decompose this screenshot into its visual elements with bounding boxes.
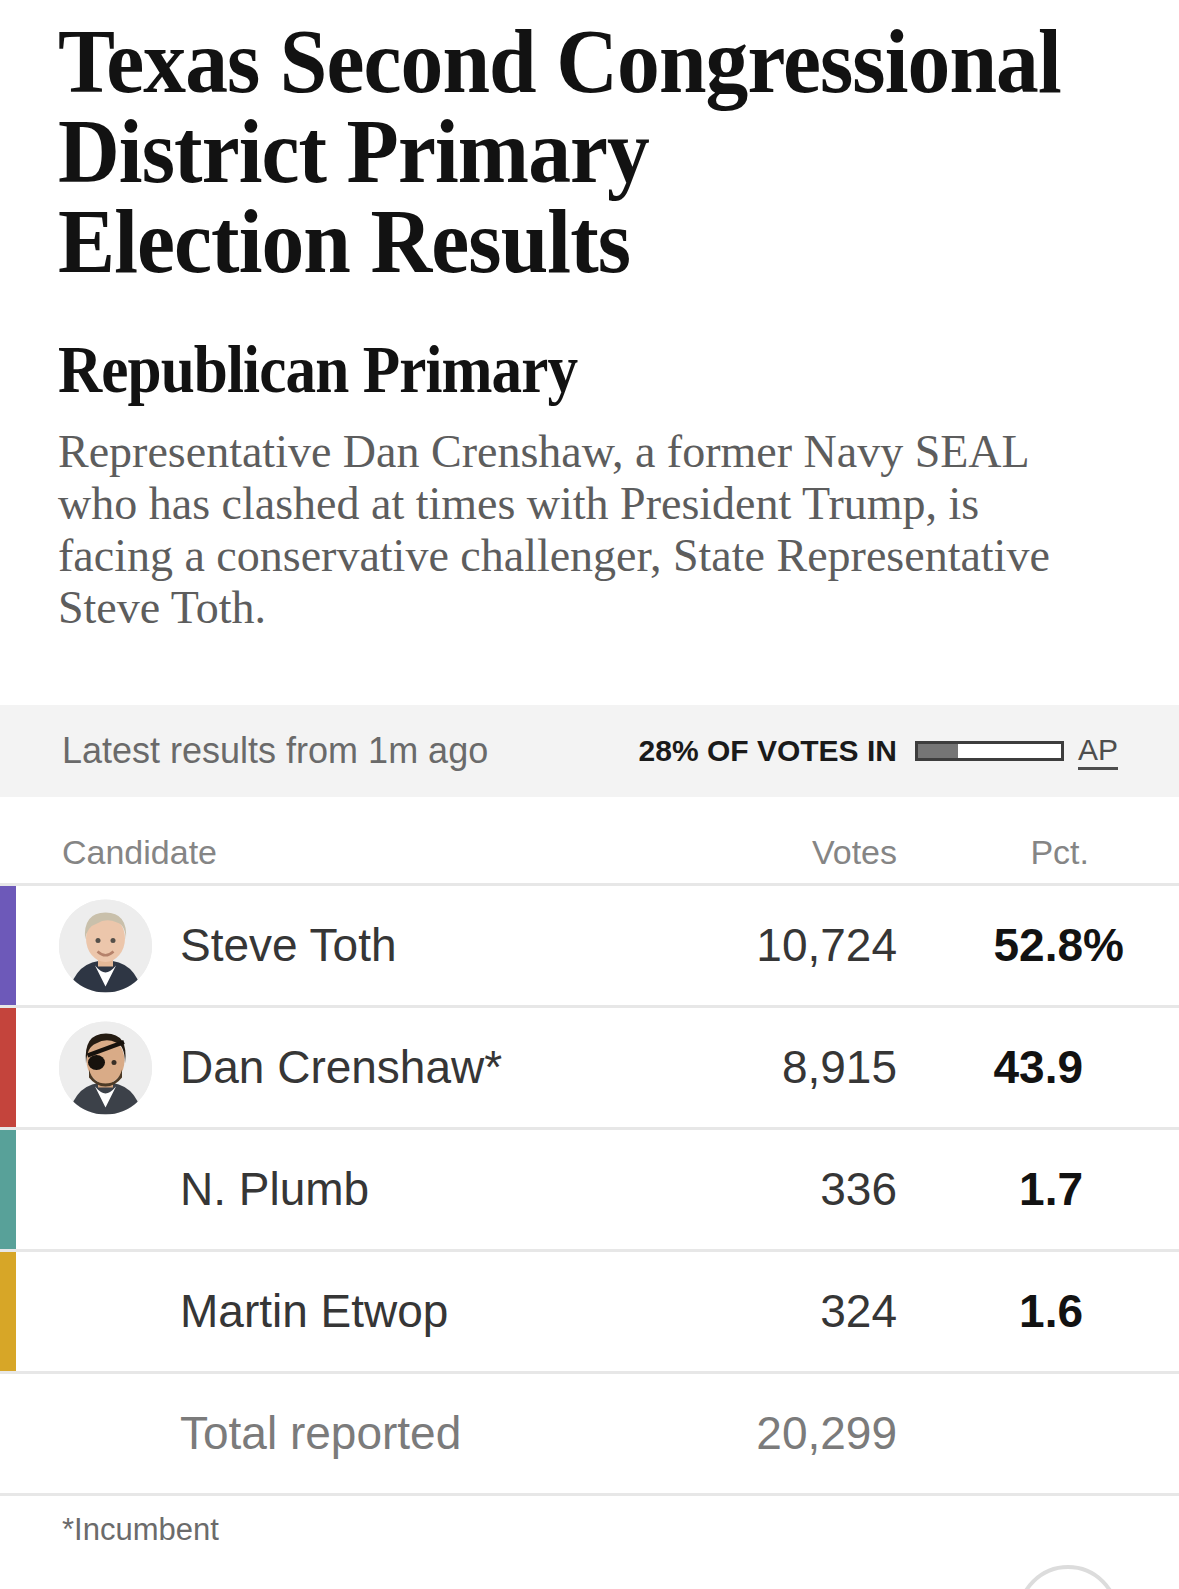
column-header-candidate: Candidate	[62, 833, 217, 872]
column-header-votes: Votes	[812, 833, 897, 872]
candidate-pct: 43.9	[993, 1008, 1083, 1127]
table-row: Dan Crenshaw* 8,915 43.9	[0, 1008, 1179, 1130]
pct-percent-sign: %	[1083, 886, 1124, 1005]
candidate-votes: 324	[820, 1252, 897, 1371]
candidate-name: N. Plumb	[180, 1130, 369, 1249]
incumbent-footnote: *Incumbent	[62, 1512, 219, 1548]
total-row: Total reported 20,299	[0, 1374, 1179, 1496]
portrait-steve-toth	[59, 899, 152, 992]
candidate-color-bar	[0, 1008, 16, 1127]
page-title: Texas Second Congressional District Prim…	[58, 16, 1061, 286]
candidate-pct: 1.6	[1019, 1252, 1083, 1371]
section-title: Republican Primary	[58, 334, 577, 404]
latest-results-label: Latest results from 1m ago	[62, 705, 488, 797]
candidate-votes: 8,915	[782, 1008, 897, 1127]
candidate-votes: 10,724	[756, 886, 897, 1005]
candidate-name: Martin Etwop	[180, 1252, 448, 1371]
race-summary: Representative Dan Crenshaw, a former Na…	[58, 426, 1148, 634]
candidate-color-bar	[0, 886, 16, 1005]
table-header: Candidate Votes Pct.	[0, 826, 1179, 883]
ap-source-link[interactable]: AP	[1078, 733, 1118, 770]
votes-in-label: 28% OF VOTES IN	[639, 734, 897, 768]
table-row: N. Plumb 336 1.7	[0, 1130, 1179, 1252]
candidate-votes: 336	[820, 1130, 897, 1249]
portrait-dan-crenshaw	[59, 1021, 152, 1114]
total-label: Total reported	[180, 1374, 461, 1493]
candidate-pct: 52.8%	[993, 886, 1083, 1005]
candidate-color-bar	[0, 1130, 16, 1249]
votes-in-progress-fill	[918, 744, 958, 758]
candidate-name: Steve Toth	[180, 886, 397, 1005]
table-row: Martin Etwop 324 1.6	[0, 1252, 1179, 1374]
candidate-name: Dan Crenshaw*	[180, 1008, 502, 1127]
total-votes: 20,299	[756, 1374, 897, 1493]
back-to-top-button[interactable]	[1017, 1565, 1119, 1589]
votes-in-progress-bar	[915, 741, 1064, 761]
candidate-pct: 1.7	[1019, 1130, 1083, 1249]
results-status-bar: Latest results from 1m ago 28% OF VOTES …	[0, 705, 1179, 797]
column-header-pct: Pct.	[1030, 833, 1089, 872]
results-table: Steve Toth 10,724 52.8% Dan Crenshaw* 8,…	[0, 883, 1179, 1496]
table-row: Steve Toth 10,724 52.8%	[0, 886, 1179, 1008]
candidate-color-bar	[0, 1252, 16, 1371]
